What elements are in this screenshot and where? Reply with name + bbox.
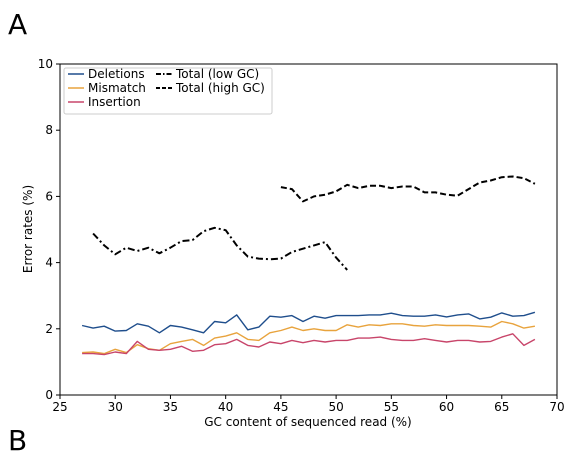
x-tick-label: 70 [549,400,564,414]
y-tick-label: 0 [45,388,53,402]
y-tick-label: 8 [45,123,53,137]
x-tick-label: 65 [494,400,509,414]
plot-frame [59,63,558,396]
y-tick-label: 4 [45,256,53,270]
x-tick-label: 25 [52,400,67,414]
legend-entry-label: Mismatch [88,81,146,95]
x-tick-label: 30 [108,400,123,414]
y-tick-label: 10 [38,57,53,71]
plot-area-border [59,63,558,396]
legend-box [63,67,273,115]
x-tick-label: 45 [273,400,288,414]
series-line-insertion [82,333,536,356]
y-tick-label: 2 [45,322,53,336]
x-tick-label: 60 [439,400,454,414]
y-axis-ticks: 0 2 4 6 8 10 [38,57,60,402]
legend-entry-label: Total (high GC) [175,81,265,95]
x-tick-label: 35 [163,400,178,414]
legend-entry-label: Deletions [88,67,145,81]
series-group [81,175,536,356]
series-line-total-low-gc [92,226,348,271]
series-line-total-high-gc [280,175,536,203]
legend-entry-label: Insertion [88,95,141,109]
x-tick-label: 50 [328,400,343,414]
x-axis-label: GC content of sequenced read (%) [204,415,412,429]
series-line-deletions [81,311,536,334]
legend-entry-label: Total (low GC) [175,67,259,81]
panel-label: A [8,8,28,41]
x-axis-ticks: 25 30 35 40 45 50 55 60 65 70 [52,395,565,414]
x-tick-label: 55 [384,400,399,414]
x-tick-label: 40 [218,400,233,414]
error-rate-chart: 25 30 35 40 45 50 55 60 65 70 0 2 4 6 8 10 GC content … [21,57,565,429]
y-tick-label: 6 [45,189,53,203]
y-axis-label: Error rates (%) [21,185,35,273]
